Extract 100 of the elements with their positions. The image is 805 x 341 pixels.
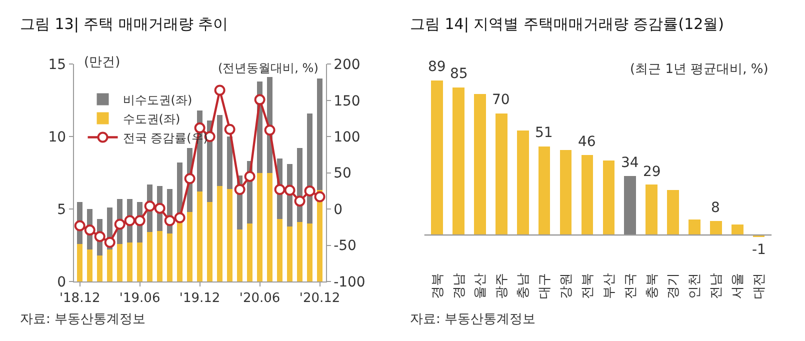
point <box>74 220 86 232</box>
y2-tick-label: 100 <box>334 130 360 146</box>
bar <box>217 186 223 282</box>
x-tick-label: 인천 <box>688 273 703 300</box>
bar <box>317 78 323 190</box>
x-tick-label: '20.06 <box>239 291 280 306</box>
x-tick-label: 강원 <box>559 273 574 300</box>
point <box>224 124 236 135</box>
bar <box>688 219 700 236</box>
point <box>124 215 136 226</box>
bar <box>646 184 658 236</box>
bar <box>77 244 83 282</box>
bar <box>307 113 313 224</box>
bar <box>602 160 615 236</box>
y-tick-label: 0 <box>57 274 66 290</box>
x-tick-label: '18.12 <box>59 291 100 306</box>
bar <box>157 230 163 282</box>
bar <box>624 176 636 236</box>
text: (최근 1년 평균대비, %) <box>630 62 768 77</box>
point <box>234 184 246 195</box>
point <box>254 94 266 106</box>
point <box>174 212 186 224</box>
point <box>264 124 276 136</box>
bar <box>87 250 93 282</box>
legend-label: 수도권(좌) <box>122 112 180 126</box>
bar <box>710 221 722 236</box>
point <box>154 202 166 214</box>
bar <box>187 212 193 282</box>
x-tick-label: 대전 <box>752 273 768 300</box>
bar <box>516 130 529 236</box>
point <box>144 200 156 212</box>
point <box>164 215 176 226</box>
bar <box>452 87 464 236</box>
data-label: 70 <box>492 92 510 108</box>
point <box>314 191 326 202</box>
point <box>84 224 96 236</box>
x-tick-label: 광주 <box>494 273 510 300</box>
x-tick-label: 대구 <box>538 273 553 300</box>
bar <box>117 244 123 282</box>
point <box>94 231 106 242</box>
bar <box>307 224 313 282</box>
bar <box>237 229 243 282</box>
bar <box>496 113 508 236</box>
bar <box>107 250 113 282</box>
y-tick-label: 5 <box>57 202 66 218</box>
bar <box>127 242 133 282</box>
point <box>134 215 146 226</box>
x-tick-label: 전남 <box>709 273 724 300</box>
y-tick-label: 10 <box>48 130 66 146</box>
data-label: 46 <box>578 134 596 150</box>
point <box>114 218 126 230</box>
bar <box>177 222 183 282</box>
y2-tick-label: -100 <box>334 274 366 290</box>
bar <box>197 192 203 282</box>
y2-tick-label: 150 <box>334 93 360 110</box>
x-tick-label: 충남 <box>516 273 532 300</box>
bar <box>474 94 486 236</box>
point <box>184 173 196 184</box>
bar <box>137 242 143 282</box>
y2-tick-label: -50 <box>334 238 356 254</box>
bar <box>277 219 283 282</box>
text: 자료: 부동산통계정보 <box>410 312 536 327</box>
bar <box>297 222 303 282</box>
x-tick-label: 경기 <box>666 273 682 300</box>
y2-tick-label: 0 <box>334 202 342 218</box>
y-tick-label: 15 <box>48 57 66 74</box>
x-tick-label: 울산 <box>473 273 488 300</box>
x-tick-label: 부산 <box>602 273 617 300</box>
point <box>274 184 286 195</box>
point <box>294 196 306 207</box>
x-tick-label: 전국 <box>623 273 638 300</box>
bar <box>287 226 293 282</box>
point <box>284 184 296 196</box>
x-tick-label: 전북 <box>580 273 596 300</box>
data-label: 29 <box>643 164 661 180</box>
data-label: 51 <box>535 125 553 141</box>
data-label: 34 <box>621 155 639 171</box>
chart-title: 그림 14| 지역별 주택매매거래량 증감률(12월) <box>410 15 724 33</box>
x-tick-label: 충북 <box>644 273 660 300</box>
bar <box>247 224 253 282</box>
point <box>194 122 206 134</box>
point <box>104 236 116 248</box>
point <box>304 185 316 196</box>
bar <box>227 136 233 189</box>
data-label: 8 <box>711 200 720 216</box>
bar <box>147 232 153 282</box>
bar <box>431 80 443 236</box>
x-tick-label: 서울 <box>730 273 746 300</box>
x-tick-label: 경남 <box>452 273 467 300</box>
y2-axis-title: (전년동월대비, %) <box>218 61 318 75</box>
text: 자료: 부동산통계정보 <box>20 312 146 327</box>
point <box>244 170 256 182</box>
data-label: -1 <box>752 242 766 258</box>
bar <box>97 255 103 282</box>
y2-tick-label: 50 <box>334 166 352 182</box>
point <box>214 84 226 96</box>
legend-label: 비수도권(좌) <box>122 92 192 107</box>
bar <box>257 172 263 282</box>
bar <box>667 190 679 236</box>
bar <box>227 188 233 282</box>
